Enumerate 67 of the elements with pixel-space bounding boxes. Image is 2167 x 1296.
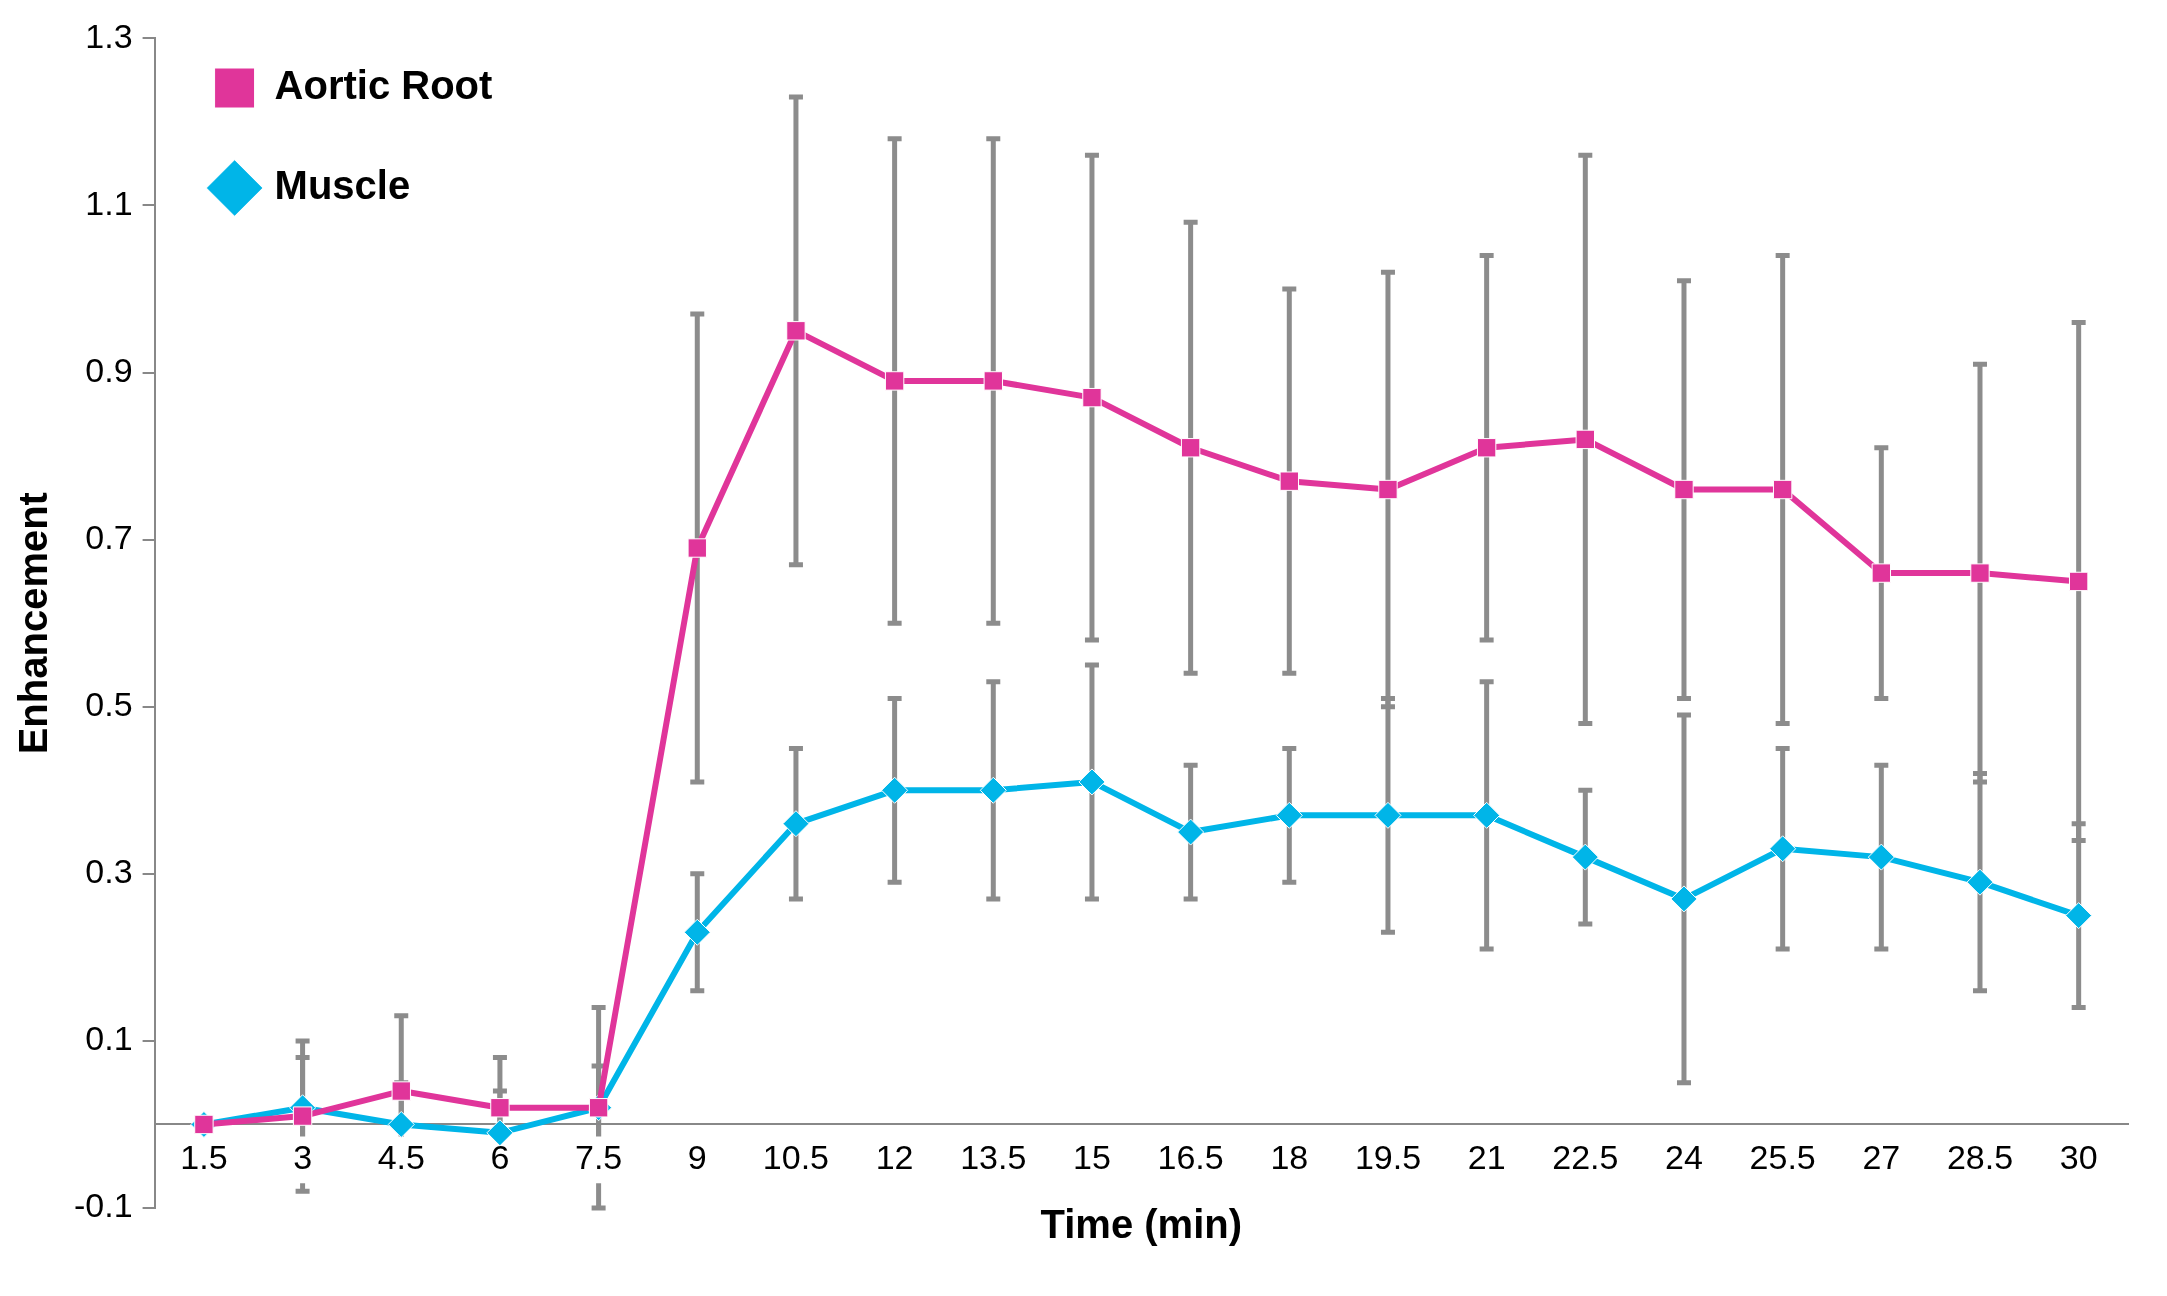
y-tick-label: 0.5 [85,685,133,724]
point [1674,479,1694,500]
point [292,1106,313,1126]
point [1279,471,1299,491]
point [687,538,707,558]
point [782,810,810,838]
x-tick-label: 21 [1467,1138,1506,1177]
point [1970,563,1990,583]
x-tick-label: 10.5 [762,1138,830,1177]
point [1772,479,1793,500]
x-axis-title: Time (min) [1040,1202,1243,1247]
point [486,1119,514,1147]
point [1078,768,1106,796]
point [881,776,909,804]
point [1867,843,1895,871]
point [1177,818,1205,846]
point [983,371,1003,391]
point [1180,438,1201,458]
legend-label: Aortic Root [274,63,493,108]
x-tick-label: 4.5 [377,1138,425,1177]
y-tick-label: 1.1 [85,183,133,222]
legend-label: Muscle [274,163,411,208]
point [1769,835,1797,863]
y-tick-label: -0.1 [73,1186,133,1225]
point [1575,429,1595,450]
point [1571,843,1599,871]
point [786,321,806,341]
point [2065,902,2093,930]
x-tick-label: 18 [1270,1138,1309,1177]
point [1374,801,1402,829]
x-tick-label: 6 [490,1138,510,1177]
point [1473,801,1501,829]
y-tick-label: 0.3 [85,852,133,891]
x-tick-label: 19.5 [1354,1138,1422,1177]
x-tick-label: 16.5 [1157,1138,1224,1177]
y-axis-title: Enhancement [11,492,56,755]
point [1871,563,1892,583]
x-tick-label: 1.5 [180,1138,228,1177]
point [1082,387,1102,408]
x-tick-label: 7.5 [574,1138,623,1177]
point [387,1110,415,1138]
point [1966,868,1994,896]
point [683,918,711,946]
y-tick-label: 0.9 [85,350,133,389]
x-tick-label: 28.5 [1946,1138,2014,1177]
point [979,776,1007,804]
x-tick-label: 22.5 [1552,1138,1619,1177]
x-tick-label: 30 [2059,1138,2098,1177]
x-tick-label: 12 [875,1138,914,1177]
x-tick-label: 27 [1862,1138,1901,1177]
point [2068,571,2089,592]
point [490,1098,510,1118]
y-tick-label: 0.7 [85,518,133,557]
point [1275,801,1303,829]
point [1476,438,1497,458]
x-tick-label: 13.5 [960,1138,1027,1177]
point [884,371,905,391]
x-tick-label: 24 [1665,1138,1703,1177]
point [391,1081,411,1101]
point [1670,885,1698,913]
x-tick-label: 3 [293,1138,313,1177]
y-tick-label: 1.3 [85,16,133,55]
point [1378,479,1398,500]
x-tick-label: 15 [1073,1138,1111,1177]
x-tick-label: 25.5 [1749,1138,1816,1177]
y-tick-label: 0.1 [85,1019,133,1058]
x-tick-label: 9 [687,1138,707,1177]
